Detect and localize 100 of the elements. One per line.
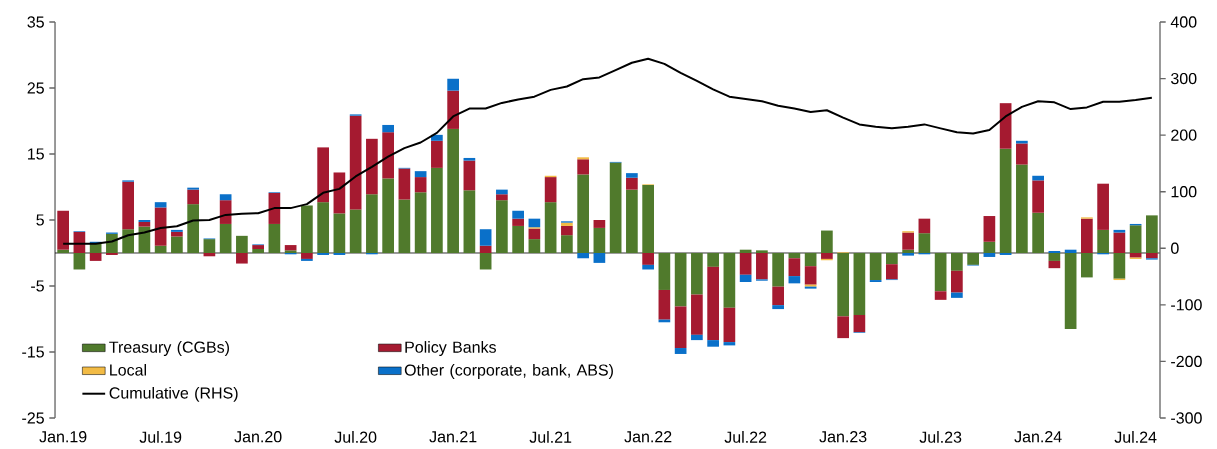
bar bbox=[772, 305, 784, 310]
bar bbox=[609, 162, 622, 253]
x-tick-label: Jul.19 bbox=[139, 431, 182, 443]
y-tick-label: -15 bbox=[22, 346, 44, 358]
bar bbox=[951, 252, 963, 271]
bar bbox=[983, 216, 996, 242]
bar bbox=[252, 245, 264, 250]
bar bbox=[1113, 229, 1126, 233]
bar bbox=[626, 177, 638, 190]
bar bbox=[431, 134, 443, 141]
bar bbox=[479, 245, 492, 253]
x-tick-label: Jan.19 bbox=[39, 431, 87, 443]
bar bbox=[89, 252, 102, 261]
x-tick-label: Jan.23 bbox=[819, 431, 867, 443]
bar bbox=[398, 199, 411, 253]
bar bbox=[593, 252, 606, 263]
bar bbox=[1081, 252, 1093, 278]
bar bbox=[674, 306, 687, 349]
bar bbox=[333, 213, 346, 253]
bar bbox=[1048, 260, 1061, 269]
bar bbox=[236, 235, 248, 253]
bar bbox=[934, 252, 947, 292]
y-tick-label: 25 bbox=[27, 82, 44, 94]
bar bbox=[626, 189, 638, 253]
x-tick-label: Jan.20 bbox=[234, 431, 282, 443]
bar bbox=[138, 221, 151, 227]
bar bbox=[122, 229, 134, 253]
bar bbox=[999, 103, 1012, 149]
bar bbox=[187, 189, 199, 205]
bar bbox=[723, 307, 736, 343]
bar bbox=[349, 115, 362, 210]
bar bbox=[1032, 180, 1044, 213]
bar bbox=[561, 225, 573, 236]
bar bbox=[788, 258, 801, 277]
bar bbox=[1016, 143, 1028, 165]
x-tick-label: Jan.21 bbox=[429, 431, 477, 443]
bar bbox=[171, 236, 183, 253]
bar bbox=[853, 252, 866, 316]
bar bbox=[317, 202, 329, 253]
legend-label: Cumulative (RHS) bbox=[109, 386, 238, 402]
y-tick-label: 35 bbox=[27, 16, 44, 28]
bar bbox=[772, 252, 784, 287]
bar bbox=[154, 207, 167, 246]
x-tick-label: Jul.21 bbox=[529, 431, 572, 443]
bar bbox=[463, 190, 476, 253]
bar bbox=[1113, 232, 1126, 253]
bar bbox=[1146, 215, 1158, 253]
bar bbox=[219, 223, 232, 253]
bar bbox=[886, 264, 898, 280]
bar bbox=[951, 292, 963, 298]
y2-tick-label: 200 bbox=[1171, 129, 1197, 141]
bar bbox=[691, 334, 703, 341]
y-tick-label: 15 bbox=[28, 148, 44, 160]
y2-tick-label: 100 bbox=[1171, 186, 1197, 198]
x-tick-label: Jul.22 bbox=[724, 431, 767, 443]
bar bbox=[1129, 252, 1142, 258]
bar bbox=[1016, 164, 1028, 253]
bar bbox=[73, 252, 86, 270]
bar bbox=[837, 316, 849, 339]
bar bbox=[999, 148, 1012, 253]
bar bbox=[983, 241, 996, 253]
bar bbox=[674, 252, 687, 307]
bar bbox=[366, 138, 378, 195]
bar bbox=[528, 239, 541, 253]
bar bbox=[804, 266, 817, 285]
bar bbox=[447, 90, 459, 129]
bar bbox=[1129, 225, 1142, 253]
bar bbox=[788, 276, 801, 284]
bar bbox=[707, 340, 719, 347]
bar bbox=[414, 171, 427, 178]
y2-tick-label: 300 bbox=[1171, 72, 1197, 85]
bar bbox=[203, 239, 216, 253]
bar bbox=[57, 210, 69, 250]
x-tick-label: Jul.24 bbox=[1114, 431, 1157, 443]
bar bbox=[431, 167, 443, 253]
bar bbox=[1064, 252, 1077, 329]
y-tick-label: 5 bbox=[36, 214, 44, 226]
bar bbox=[837, 252, 849, 317]
bar bbox=[447, 128, 459, 253]
bar bbox=[512, 210, 524, 219]
bar bbox=[691, 252, 703, 295]
bar bbox=[431, 140, 443, 168]
x-tick-label: Jul.23 bbox=[919, 431, 962, 443]
bar bbox=[512, 218, 524, 226]
bar bbox=[691, 294, 703, 335]
bar bbox=[577, 174, 589, 253]
bar bbox=[1113, 252, 1126, 279]
bar bbox=[674, 348, 687, 354]
bar bbox=[382, 124, 394, 133]
bar bbox=[57, 249, 69, 253]
bar bbox=[707, 252, 719, 267]
bar bbox=[626, 173, 638, 178]
bar bbox=[1097, 183, 1109, 230]
bar bbox=[756, 252, 768, 280]
legend-label: Policy Banks bbox=[405, 341, 496, 356]
y2-tick-label: 0 bbox=[1171, 242, 1179, 254]
x-tick-label: Jan.22 bbox=[624, 431, 672, 443]
bar bbox=[301, 205, 313, 253]
y-tick-label: -25 bbox=[22, 412, 44, 424]
bar bbox=[821, 230, 833, 253]
